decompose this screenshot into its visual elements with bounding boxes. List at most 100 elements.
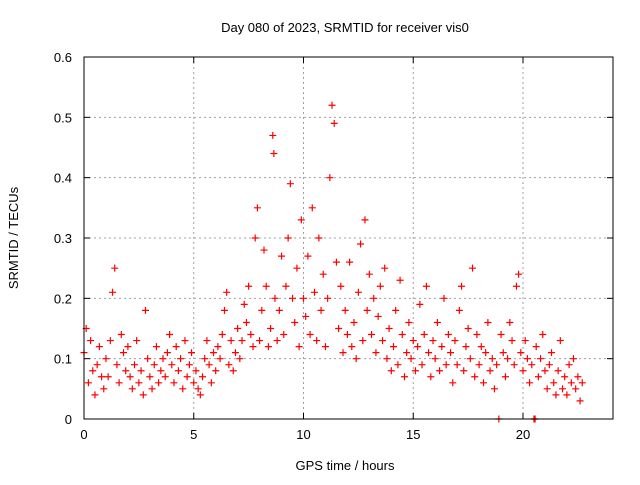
data-point [317, 306, 325, 314]
data-point [122, 367, 130, 375]
data-point [464, 325, 472, 332]
data-point [166, 331, 174, 339]
data-point [109, 288, 117, 296]
data-point [497, 331, 505, 339]
data-point [113, 361, 121, 369]
data-point [407, 355, 415, 363]
data-point [354, 288, 362, 296]
data-point [561, 373, 569, 381]
y-tick-label: 0.3 [54, 231, 72, 246]
data-point [499, 349, 507, 357]
data-point [372, 349, 380, 357]
data-point [539, 331, 547, 339]
data-point [552, 391, 560, 399]
data-point [293, 264, 301, 272]
data-point [335, 325, 343, 332]
data-point [409, 337, 417, 345]
data-point [346, 258, 354, 266]
data-point [482, 349, 490, 357]
data-point [501, 373, 509, 381]
data-point [339, 349, 347, 357]
data-point [519, 367, 527, 375]
data-point [493, 361, 501, 369]
data-point [374, 312, 382, 320]
data-point [451, 337, 459, 345]
data-point [475, 361, 483, 369]
x-tick-label: 10 [296, 427, 310, 442]
data-point [543, 385, 551, 393]
data-point [146, 373, 154, 381]
data-points [80, 101, 586, 423]
data-point [157, 367, 165, 375]
data-point [447, 349, 455, 357]
data-point [148, 385, 156, 393]
data-point [242, 318, 250, 326]
data-point [504, 355, 512, 363]
data-point [429, 337, 437, 345]
data-point [275, 306, 283, 314]
data-point [414, 343, 422, 351]
data-point [488, 355, 496, 363]
data-point [220, 306, 228, 314]
data-point [194, 385, 202, 393]
data-point [260, 246, 268, 254]
data-point [370, 294, 378, 302]
data-point [273, 337, 281, 345]
data-point [433, 318, 441, 326]
data-point [223, 288, 231, 296]
data-point [199, 373, 207, 381]
data-point [310, 288, 318, 296]
y-tick-label: 0.5 [54, 110, 72, 125]
data-point [295, 343, 303, 351]
data-point [306, 331, 314, 339]
data-point [521, 337, 529, 345]
data-point [479, 379, 487, 387]
data-point [363, 306, 371, 314]
data-point [95, 343, 103, 351]
data-point [291, 318, 299, 326]
data-point [229, 367, 237, 375]
y-axis-label: SRMTID / TECUs [6, 186, 21, 289]
data-point [174, 367, 182, 375]
data-point [526, 379, 534, 387]
y-tick-label: 0.2 [54, 291, 72, 306]
data-point [440, 294, 448, 302]
data-point [324, 294, 332, 302]
data-point [150, 361, 158, 369]
data-point [179, 385, 187, 393]
data-point [376, 282, 384, 290]
data-point [420, 331, 428, 339]
data-point [418, 361, 426, 369]
data-point [302, 312, 310, 320]
data-point [218, 331, 226, 339]
data-point [161, 373, 169, 381]
axis-ticks: 0 0.1 0.2 0.3 0.4 0.5 0.6 0 5 10 15 20 [54, 50, 613, 442]
data-point [550, 379, 558, 387]
data-point [460, 367, 468, 375]
data-point [427, 373, 435, 381]
data-point [403, 349, 411, 357]
data-point [506, 318, 514, 326]
data-point [155, 379, 163, 387]
data-point [548, 349, 556, 357]
data-point [100, 385, 108, 393]
data-point [572, 385, 580, 393]
data-point [471, 373, 479, 381]
data-point [84, 379, 92, 387]
data-point [326, 174, 334, 182]
data-point [212, 367, 220, 375]
data-point [341, 306, 349, 314]
data-point [330, 119, 338, 127]
data-point [98, 373, 106, 381]
data-point [102, 355, 110, 363]
data-point [262, 282, 270, 290]
data-point [106, 337, 114, 345]
data-point [144, 355, 152, 363]
data-point [247, 331, 255, 339]
y-tick-label: 0.6 [54, 50, 72, 65]
data-point [574, 373, 582, 381]
data-point [510, 361, 518, 369]
data-point [389, 343, 397, 351]
data-point [486, 367, 494, 375]
